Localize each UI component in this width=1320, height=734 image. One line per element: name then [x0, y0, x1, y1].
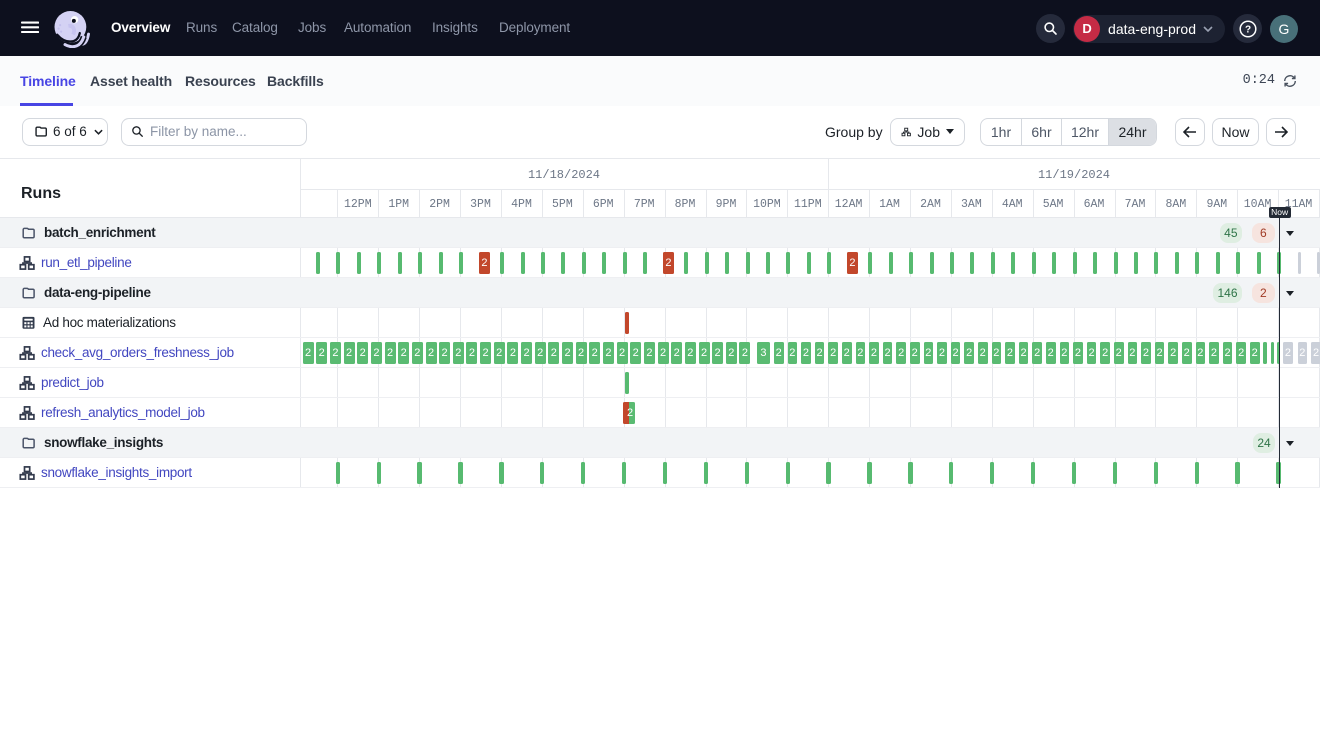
svg-text:?: ?	[1244, 24, 1250, 35]
